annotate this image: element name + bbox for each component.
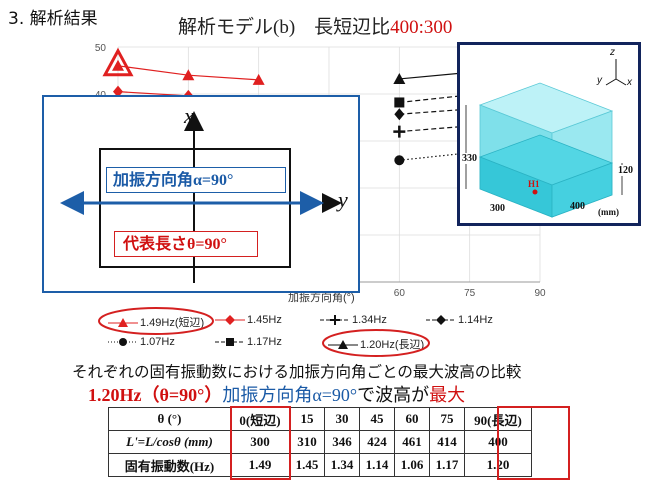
data-point xyxy=(393,72,406,84)
table-cell: 45 xyxy=(359,407,395,431)
table-cell: 15 xyxy=(289,407,325,431)
data-point xyxy=(182,69,195,81)
caption-comparison: それぞれの固有振動数における加振方向角ごとの最大波高の比較 xyxy=(72,364,522,381)
legend-highlight-long xyxy=(322,329,430,357)
data-point xyxy=(393,125,406,138)
inset-diagram xyxy=(60,111,342,283)
model-short-side-label: 300 xyxy=(490,203,505,214)
legend-item-3: 1.34Hz xyxy=(318,314,387,326)
model-axis-y: y xyxy=(597,75,602,86)
natural-frequency-table: θ (°) 0(短辺) 15 30 45 60 75 90(長辺) L'=L/c… xyxy=(108,407,532,477)
legend-label-2: 1.45Hz xyxy=(247,314,282,326)
triad-x xyxy=(615,78,627,86)
table-cell: θ (°) xyxy=(108,407,231,431)
x-tick-label: 60 xyxy=(394,288,406,299)
caption-frequency: 1.20Hz（θ=90°） xyxy=(88,385,223,405)
table-cell: 414 xyxy=(429,430,465,454)
x-tick-label: 75 xyxy=(464,288,476,299)
tank-3d-diagram xyxy=(465,59,627,218)
legend-marker-red-diamond xyxy=(215,315,245,326)
max-point-highlight xyxy=(102,47,134,77)
legend-marker-red-triangle xyxy=(108,318,138,328)
legend-label-1: 1.49Hz(短辺) xyxy=(140,317,205,329)
chart-x-axis-label: 加振方向角(°) xyxy=(288,290,355,304)
table-cell: 1.06 xyxy=(394,453,430,477)
legend-label-5: 1.07Hz xyxy=(140,336,175,348)
legend-item-7: 1.20Hz(長辺) xyxy=(326,336,424,352)
data-point xyxy=(252,73,265,85)
legend-label-6: 1.17Hz xyxy=(247,336,282,348)
x-tick-label: 90 xyxy=(534,288,546,299)
slide-title-ratio: 400:300 xyxy=(390,17,453,38)
table-cell: 75 xyxy=(429,407,465,431)
legend-marker-black-diamond xyxy=(426,315,456,326)
caption-angle: 加振方向角α=90° xyxy=(222,385,358,405)
inset-x-label: x xyxy=(184,103,194,128)
section-title: 3. 解析結果 xyxy=(8,9,98,29)
table-cell: 0(短辺) xyxy=(230,407,290,431)
model-point-label: H1 xyxy=(528,179,540,189)
inset-y-label: y xyxy=(338,187,348,212)
legend-item-5: 1.07Hz xyxy=(106,336,175,348)
table-cell: 461 xyxy=(394,430,430,454)
representative-length-label: 代表長さθ=90° xyxy=(114,231,258,257)
table-cell: 1.17 xyxy=(429,453,465,477)
table-row: 固有振動数(Hz) 1.49 1.45 1.34 1.14 1.06 1.17 … xyxy=(108,453,532,477)
y-tick-label: 50 xyxy=(95,43,107,54)
legend-highlight-short xyxy=(98,307,214,335)
table-cell: 346 xyxy=(324,430,360,454)
data-point xyxy=(113,85,123,98)
h1-point xyxy=(532,189,538,195)
model-axis-z: z xyxy=(610,47,615,58)
table-cell: L'=L/cosθ (mm) xyxy=(108,430,231,454)
model-water-label: 120 xyxy=(618,165,633,176)
triad-y xyxy=(605,78,617,86)
table-row: θ (°) 0(短辺) 15 30 45 60 75 90(長辺) xyxy=(108,407,532,431)
direction-angle-label: 加振方向角α=90° xyxy=(106,167,286,193)
slide-title-prefix: 解析モデル(b) 長短辺比 xyxy=(178,17,391,38)
model-unit-label: (mm) xyxy=(598,207,619,217)
legend-label-7: 1.20Hz(長辺) xyxy=(360,339,425,351)
table-row: L'=L/cosθ (mm) 300 310 346 424 461 414 4… xyxy=(108,430,532,454)
legend-marker-circle xyxy=(108,338,138,347)
legend-item-6: 1.17Hz xyxy=(213,336,282,348)
table-cell: 424 xyxy=(359,430,395,454)
table-cell: 1.45 xyxy=(289,453,325,477)
model-axis-x: x xyxy=(627,77,632,88)
legend-marker-square xyxy=(215,338,245,347)
table-cell: 1.14 xyxy=(359,453,395,477)
table-cell: 300 xyxy=(230,430,290,454)
tank-model-figure: z y x 330 120 300 400 (mm) H1 xyxy=(457,42,641,226)
data-point xyxy=(394,108,405,121)
table-cell: 60 xyxy=(394,407,430,431)
data-point xyxy=(112,59,124,71)
legend-label-4: 1.14Hz xyxy=(458,314,493,326)
data-point xyxy=(394,97,405,108)
data-point xyxy=(394,155,405,166)
table-highlight-long xyxy=(497,406,570,480)
legend-item-4: 1.14Hz xyxy=(424,314,493,326)
model-height-label: 330 xyxy=(462,153,477,164)
legend-item-1: 1.49Hz(短辺) xyxy=(106,314,204,330)
legend-label-3: 1.34Hz xyxy=(352,314,387,326)
legend-marker-plus xyxy=(320,315,350,326)
caption-max: 最大 xyxy=(429,385,466,405)
table-cell: 1.34 xyxy=(324,453,360,477)
table-cell: 30 xyxy=(324,407,360,431)
caption-conclusion: 1.20Hz（θ=90°）加振方向角α=90°で波高が最大 xyxy=(88,381,465,407)
caption-text: で波高が xyxy=(357,385,430,405)
slide-title: 解析モデル(b) 長短辺比400:300 xyxy=(178,12,452,39)
direction-inset: x y 加振方向角α=90° 代表長さθ=90° xyxy=(42,95,360,293)
legend-marker-black-triangle xyxy=(328,340,358,350)
table-cell: 310 xyxy=(289,430,325,454)
legend-item-2: 1.45Hz xyxy=(213,314,282,326)
table-cell: 固有振動数(Hz) xyxy=(108,453,231,477)
table-highlight-short xyxy=(230,406,291,480)
model-long-side-label: 400 xyxy=(570,201,585,212)
table-cell: 1.49 xyxy=(230,453,290,477)
